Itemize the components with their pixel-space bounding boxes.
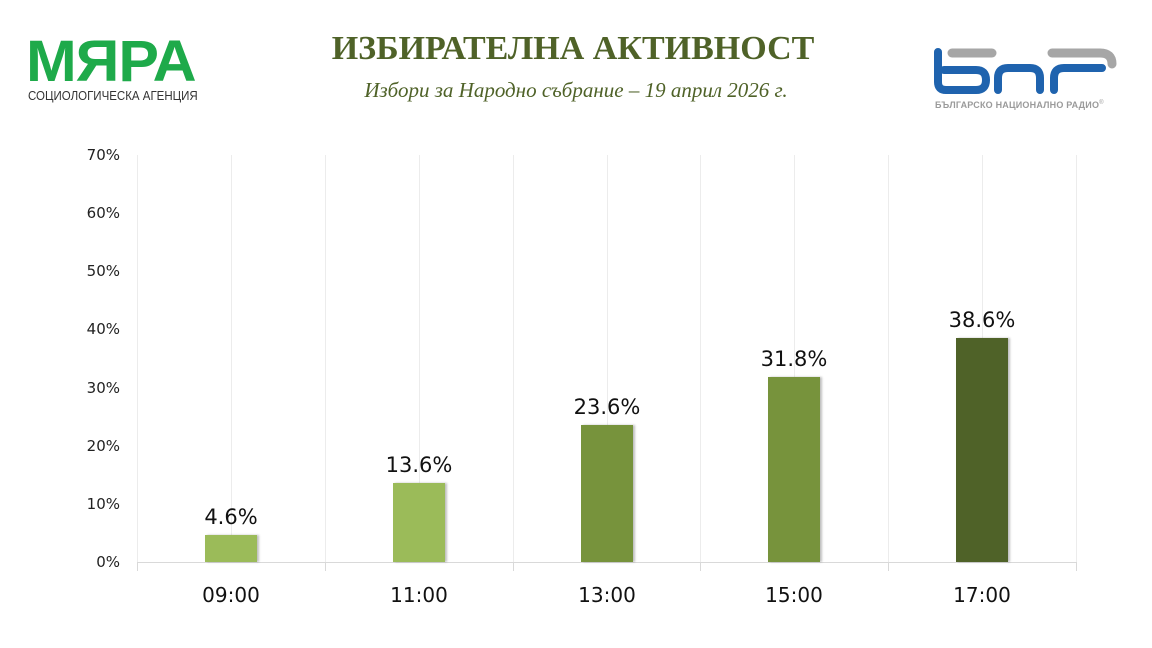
x-axis-category-label: 13:00 xyxy=(578,583,636,607)
bar-value-label: 31.8% xyxy=(760,347,828,371)
bnr-logo: БЪЛГАРСКО НАЦИОНАЛНО РАДИО® xyxy=(932,44,1122,114)
gridline xyxy=(419,155,420,562)
y-axis-tick-label: 60% xyxy=(86,204,120,223)
bar-1300 xyxy=(581,425,633,562)
x-axis-tick xyxy=(325,562,326,571)
bar-value-label: 38.6% xyxy=(948,308,1016,332)
bar-1100 xyxy=(393,483,445,562)
gridline xyxy=(231,155,232,562)
mqra-logo: МЯРА СОЦИОЛОГИЧЕСКА АГЕНЦИЯ xyxy=(26,29,206,106)
x-axis-category-label: 09:00 xyxy=(202,583,260,607)
bnr-logo-caption: БЪЛГАРСКО НАЦИОНАЛНО РАДИО® xyxy=(935,100,1104,110)
chart-subtitle: Избори за Народно събрание – 19 април 20… xyxy=(364,78,788,102)
gridline xyxy=(513,155,514,562)
x-axis-category-label: 17:00 xyxy=(953,583,1011,607)
x-axis-tick xyxy=(513,562,514,571)
gridline xyxy=(137,155,138,562)
gridline xyxy=(325,155,326,562)
y-axis-tick-label: 20% xyxy=(86,436,120,455)
chart-title: ИЗБИРАТЕЛНА АКТИВНОСТ xyxy=(331,30,815,67)
x-axis-tick xyxy=(1076,562,1077,571)
bar-value-label: 13.6% xyxy=(385,453,453,477)
y-axis-tick-label: 70% xyxy=(86,146,120,164)
x-axis-category-label: 15:00 xyxy=(765,583,823,607)
gridline xyxy=(888,155,889,562)
bar-1500 xyxy=(768,377,820,562)
gridline xyxy=(794,155,795,562)
y-axis-tick-label: 30% xyxy=(86,378,120,397)
x-axis-category-label: 11:00 xyxy=(390,583,448,607)
mqra-logo-brand: МЯРА xyxy=(26,29,197,94)
x-axis-line xyxy=(137,562,1076,563)
bar-1700 xyxy=(956,338,1008,562)
bnr-logo-mark-icon xyxy=(934,48,1117,94)
x-axis-tick xyxy=(700,562,701,571)
y-axis-tick-label: 10% xyxy=(86,494,120,513)
gridline xyxy=(607,155,608,562)
x-axis-tick xyxy=(888,562,889,571)
y-axis-tick-label: 50% xyxy=(86,262,120,281)
gridline xyxy=(1076,155,1077,562)
y-axis-tick-label: 40% xyxy=(86,320,120,339)
bar-0900 xyxy=(205,535,257,562)
bar-value-label: 23.6% xyxy=(573,395,641,419)
y-axis-tick-label: 0% xyxy=(96,553,120,571)
x-axis-tick xyxy=(137,562,138,571)
bar-value-label: 4.6% xyxy=(204,505,258,529)
mqra-logo-tagline: СОЦИОЛОГИЧЕСКА АГЕНЦИЯ xyxy=(28,89,198,103)
gridline xyxy=(700,155,701,562)
